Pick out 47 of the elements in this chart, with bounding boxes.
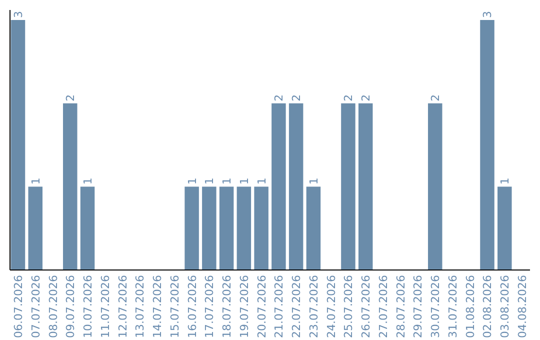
x-tick-label: 20.07.2026 bbox=[255, 275, 268, 338]
x-tick-label: 11.07.2026 bbox=[98, 275, 112, 338]
data-label: 1 bbox=[82, 178, 95, 185]
x-tick-label: 17.07.2026 bbox=[203, 275, 216, 338]
x-tick-label: 29.07.2026 bbox=[412, 275, 425, 338]
x-tick-label: 21.07.2026 bbox=[272, 275, 286, 338]
data-label: 2 bbox=[272, 94, 286, 102]
x-tick-label: 16.07.2026 bbox=[186, 275, 199, 338]
data-label: 2 bbox=[429, 94, 442, 102]
x-tick-label: 12.07.2026 bbox=[116, 275, 130, 338]
data-label: 2 bbox=[360, 94, 373, 102]
x-tick-label: 23.07.2026 bbox=[307, 275, 320, 338]
x-tick-label: 25.07.2026 bbox=[342, 275, 356, 338]
data-label: 3 bbox=[481, 11, 494, 18]
x-tick-label: 15.07.2026 bbox=[168, 275, 182, 338]
x-tick-label: 22.07.2026 bbox=[290, 275, 304, 338]
x-tick-label: 13.07.2026 bbox=[134, 275, 147, 338]
x-tick-label: 27.07.2026 bbox=[376, 275, 390, 338]
data-label: 1 bbox=[238, 178, 251, 185]
x-tick-label: 24.07.2026 bbox=[324, 275, 338, 338]
x-tick-label: 14.07.2026 bbox=[151, 275, 164, 338]
x-tick-label: 28.07.2026 bbox=[394, 275, 408, 338]
data-label: 1 bbox=[498, 178, 512, 185]
x-tick-label: 07.07.2026 bbox=[29, 275, 42, 338]
data-label: 2 bbox=[64, 94, 78, 102]
x-tick-label: 30.07.2026 bbox=[429, 275, 442, 338]
data-label: 2 bbox=[342, 94, 356, 102]
x-tick-label: 10.07.2026 bbox=[82, 275, 95, 338]
x-tick-label: 08.07.2026 bbox=[46, 275, 60, 338]
x-tick-label: 03.08.2026 bbox=[498, 275, 512, 338]
x-tick-label: 01.08.2026 bbox=[464, 275, 477, 338]
x-tick-label: 31.07.2026 bbox=[446, 275, 460, 338]
data-label: 1 bbox=[220, 178, 234, 185]
data-label: 1 bbox=[186, 178, 199, 185]
data-label: 1 bbox=[255, 178, 268, 185]
x-tick-label: 09.07.2026 bbox=[64, 275, 78, 338]
x-tick-label: 06.07.2026 bbox=[12, 275, 25, 338]
x-tick-label: 26.07.2026 bbox=[360, 275, 373, 338]
x-tick-label: 04.08.2026 bbox=[516, 275, 530, 338]
data-label: 1 bbox=[307, 178, 320, 185]
data-label: 1 bbox=[203, 178, 216, 185]
x-tick-label: 02.08.2026 bbox=[481, 275, 494, 338]
x-tick-label: 19.07.2026 bbox=[238, 275, 251, 338]
data-label: 1 bbox=[29, 178, 42, 185]
x-tick-label: 18.07.2026 bbox=[220, 275, 234, 338]
data-label: 2 bbox=[290, 94, 304, 102]
data-label: 3 bbox=[12, 11, 25, 18]
